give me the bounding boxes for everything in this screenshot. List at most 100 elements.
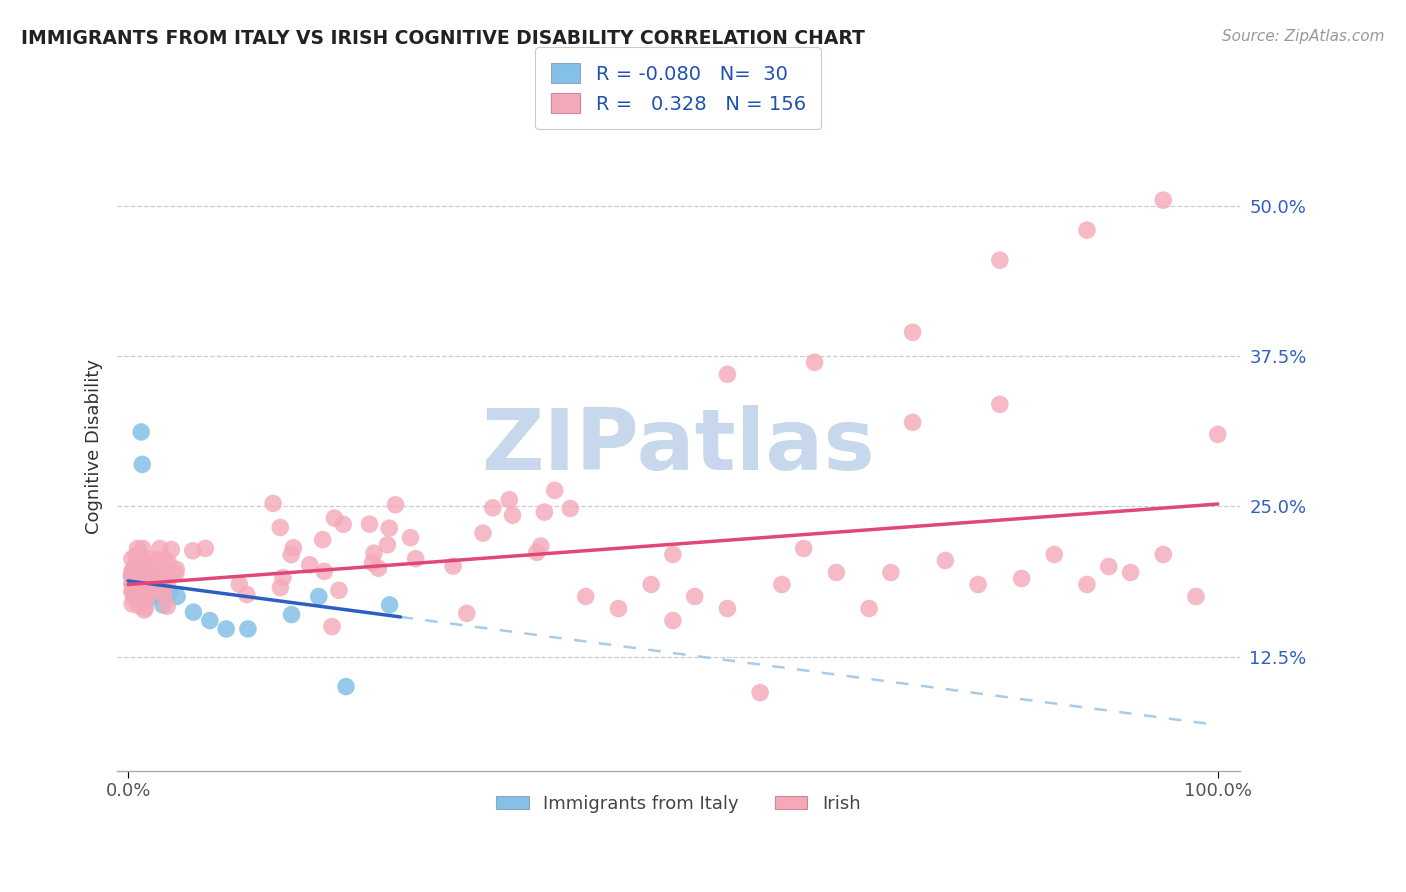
Point xyxy=(155,553,177,567)
Point xyxy=(127,590,149,604)
Point xyxy=(145,555,167,569)
Point xyxy=(215,622,238,636)
Point xyxy=(298,558,321,572)
Point xyxy=(384,498,406,512)
Point xyxy=(129,566,152,581)
Point xyxy=(280,607,302,622)
Point xyxy=(135,574,157,588)
Point xyxy=(165,562,187,576)
Point xyxy=(121,566,143,581)
Point xyxy=(607,601,630,615)
Point xyxy=(148,561,170,575)
Point xyxy=(132,572,155,586)
Point xyxy=(131,580,153,594)
Point xyxy=(128,589,150,603)
Point xyxy=(283,541,305,555)
Point xyxy=(749,685,772,699)
Point xyxy=(121,597,143,611)
Text: ZIPatlas: ZIPatlas xyxy=(481,405,876,488)
Point xyxy=(825,566,848,580)
Point xyxy=(901,415,924,429)
Point xyxy=(128,559,150,574)
Point xyxy=(124,562,146,576)
Point xyxy=(148,568,170,582)
Legend: Immigrants from Italy, Irish: Immigrants from Italy, Irish xyxy=(489,788,868,820)
Point xyxy=(141,560,163,574)
Point xyxy=(498,492,520,507)
Point xyxy=(139,558,162,573)
Point xyxy=(125,576,148,591)
Point xyxy=(198,614,221,628)
Point xyxy=(141,584,163,599)
Text: IMMIGRANTS FROM ITALY VS IRISH COGNITIVE DISABILITY CORRELATION CHART: IMMIGRANTS FROM ITALY VS IRISH COGNITIVE… xyxy=(21,29,865,47)
Point xyxy=(131,555,153,569)
Point xyxy=(132,566,155,580)
Point xyxy=(129,548,152,562)
Point xyxy=(134,566,156,580)
Point xyxy=(716,601,738,615)
Point xyxy=(530,539,553,553)
Point xyxy=(150,569,173,583)
Point xyxy=(127,552,149,566)
Point xyxy=(125,583,148,598)
Point xyxy=(482,500,505,515)
Point xyxy=(125,588,148,602)
Point xyxy=(127,564,149,578)
Point xyxy=(131,458,153,472)
Point xyxy=(128,599,150,613)
Point xyxy=(1076,223,1098,237)
Point xyxy=(149,541,172,556)
Point xyxy=(378,521,401,535)
Point xyxy=(157,555,180,569)
Point xyxy=(121,569,143,583)
Point xyxy=(575,590,598,604)
Point xyxy=(858,601,880,615)
Point xyxy=(120,569,142,583)
Point xyxy=(150,570,173,584)
Point xyxy=(988,253,1011,268)
Point xyxy=(159,586,181,600)
Point xyxy=(441,559,464,574)
Text: Source: ZipAtlas.com: Source: ZipAtlas.com xyxy=(1222,29,1385,44)
Point xyxy=(127,570,149,584)
Point xyxy=(269,520,291,534)
Point xyxy=(139,576,162,591)
Point xyxy=(399,531,422,545)
Point xyxy=(153,588,176,602)
Point xyxy=(1119,566,1142,580)
Point xyxy=(132,541,155,556)
Point xyxy=(136,566,159,580)
Point xyxy=(1043,548,1066,562)
Point xyxy=(378,598,401,612)
Point xyxy=(328,583,350,598)
Point xyxy=(156,599,179,614)
Point xyxy=(145,560,167,574)
Point xyxy=(323,511,346,525)
Point xyxy=(471,526,494,541)
Point xyxy=(143,569,166,583)
Point xyxy=(146,567,169,582)
Point xyxy=(156,576,179,591)
Point xyxy=(228,577,250,591)
Point xyxy=(149,558,172,573)
Point xyxy=(128,555,150,569)
Point xyxy=(149,556,172,570)
Point xyxy=(141,590,163,604)
Point xyxy=(127,565,149,579)
Point xyxy=(367,561,389,575)
Y-axis label: Cognitive Disability: Cognitive Disability xyxy=(86,359,103,534)
Point xyxy=(122,563,145,577)
Point xyxy=(143,574,166,588)
Point xyxy=(128,582,150,596)
Point xyxy=(135,579,157,593)
Point xyxy=(121,576,143,591)
Point xyxy=(262,496,284,510)
Point xyxy=(142,578,165,592)
Point xyxy=(152,598,174,612)
Point xyxy=(131,587,153,601)
Point xyxy=(716,368,738,382)
Point xyxy=(131,583,153,598)
Point xyxy=(1152,548,1174,562)
Point xyxy=(124,586,146,600)
Point xyxy=(122,563,145,577)
